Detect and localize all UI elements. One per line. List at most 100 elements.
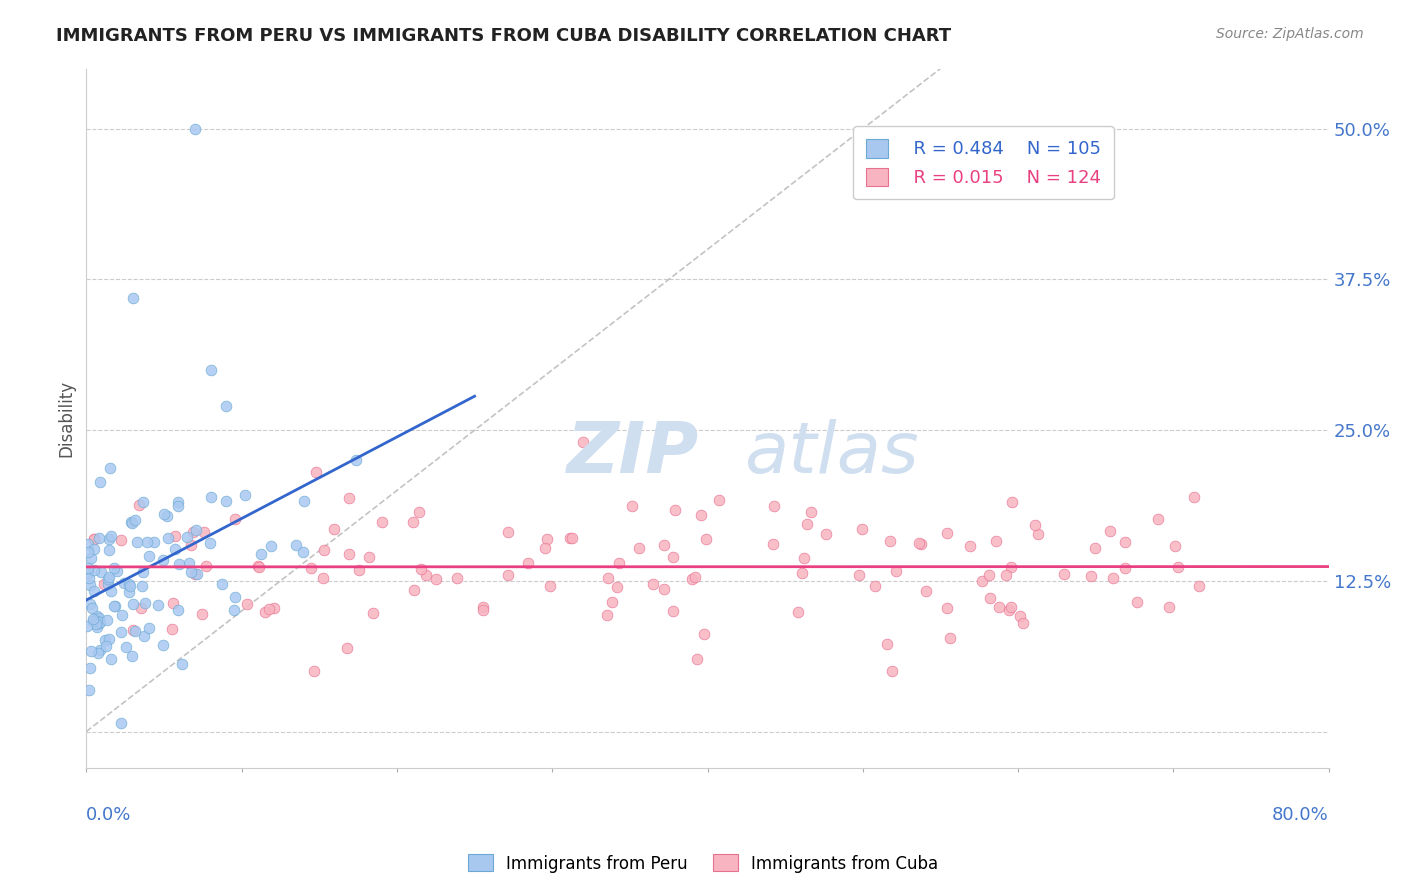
Point <box>142 535 165 549</box>
Point <box>707 493 730 508</box>
Point <box>163 528 186 542</box>
Point <box>110 625 132 640</box>
Point <box>104 599 127 613</box>
Point <box>87 615 110 630</box>
Point <box>93 577 115 591</box>
Point <box>884 564 907 578</box>
Point <box>83 583 105 598</box>
Point <box>79 578 101 592</box>
Point <box>127 534 149 549</box>
Point <box>498 525 520 540</box>
Point <box>215 494 238 508</box>
Point <box>131 579 153 593</box>
Point <box>796 516 818 531</box>
Point <box>224 603 246 617</box>
Point <box>80 643 103 657</box>
Point <box>977 568 1000 582</box>
Point <box>970 574 993 589</box>
Point <box>790 566 813 581</box>
Point <box>472 599 495 614</box>
Point <box>100 529 122 543</box>
Point <box>662 549 685 564</box>
Point <box>787 605 810 619</box>
Point <box>86 609 108 624</box>
Point <box>979 591 1001 605</box>
Point <box>87 610 110 624</box>
Point <box>128 498 150 512</box>
Point <box>1102 571 1125 585</box>
Point <box>695 533 717 547</box>
Point <box>152 553 174 567</box>
Point <box>607 556 630 570</box>
Point <box>162 596 184 610</box>
Point <box>409 562 432 576</box>
Point <box>124 513 146 527</box>
Point <box>560 531 582 545</box>
Point <box>86 620 108 634</box>
Point <box>98 542 121 557</box>
Point <box>336 641 359 656</box>
Point <box>110 715 132 730</box>
Point <box>361 606 384 620</box>
Point <box>180 565 202 579</box>
Point <box>79 661 101 675</box>
Text: ZIP: ZIP <box>567 418 699 488</box>
Point <box>82 614 104 628</box>
Point <box>627 541 650 556</box>
Point <box>77 566 100 580</box>
Point <box>402 515 425 529</box>
Point <box>596 608 619 623</box>
Point <box>848 567 870 582</box>
Point <box>112 576 135 591</box>
Point <box>146 599 169 613</box>
Point <box>180 538 202 552</box>
Point <box>83 563 105 577</box>
Point <box>156 531 179 545</box>
Point <box>517 556 540 570</box>
Point <box>200 363 222 377</box>
Point <box>305 465 328 479</box>
Point <box>167 495 190 509</box>
Point <box>606 580 628 594</box>
Point <box>472 603 495 617</box>
Point <box>302 665 325 679</box>
Point <box>118 584 141 599</box>
Point <box>89 615 111 630</box>
Point <box>153 507 176 521</box>
Text: 80.0%: 80.0% <box>1272 806 1329 824</box>
Point <box>132 565 155 579</box>
Point <box>236 597 259 611</box>
Point <box>103 561 125 575</box>
Point <box>257 601 280 615</box>
Text: 0.0%: 0.0% <box>86 806 132 824</box>
Text: atlas: atlas <box>744 418 920 488</box>
Point <box>1080 569 1102 583</box>
Point <box>170 657 193 671</box>
Point <box>129 601 152 615</box>
Point <box>347 563 370 577</box>
Point <box>1157 600 1180 615</box>
Point <box>77 683 100 698</box>
Point <box>132 495 155 509</box>
Point <box>408 505 430 519</box>
Point <box>89 643 111 657</box>
Point <box>1146 512 1168 526</box>
Point <box>995 568 1018 582</box>
Point <box>263 601 285 615</box>
Point <box>246 558 269 573</box>
Point <box>1008 609 1031 624</box>
Point <box>357 550 380 565</box>
Point <box>1053 567 1076 582</box>
Point <box>1167 559 1189 574</box>
Legend:   R = 0.484    N = 105,   R = 0.015    N = 124: R = 0.484 N = 105, R = 0.015 N = 124 <box>853 127 1114 200</box>
Point <box>1084 541 1107 555</box>
Point <box>181 524 204 539</box>
Point <box>177 556 200 570</box>
Point <box>344 453 367 467</box>
Point <box>247 559 270 574</box>
Point <box>621 499 644 513</box>
Point <box>94 639 117 653</box>
Point <box>260 539 283 553</box>
Point <box>90 565 112 579</box>
Point <box>910 537 932 551</box>
